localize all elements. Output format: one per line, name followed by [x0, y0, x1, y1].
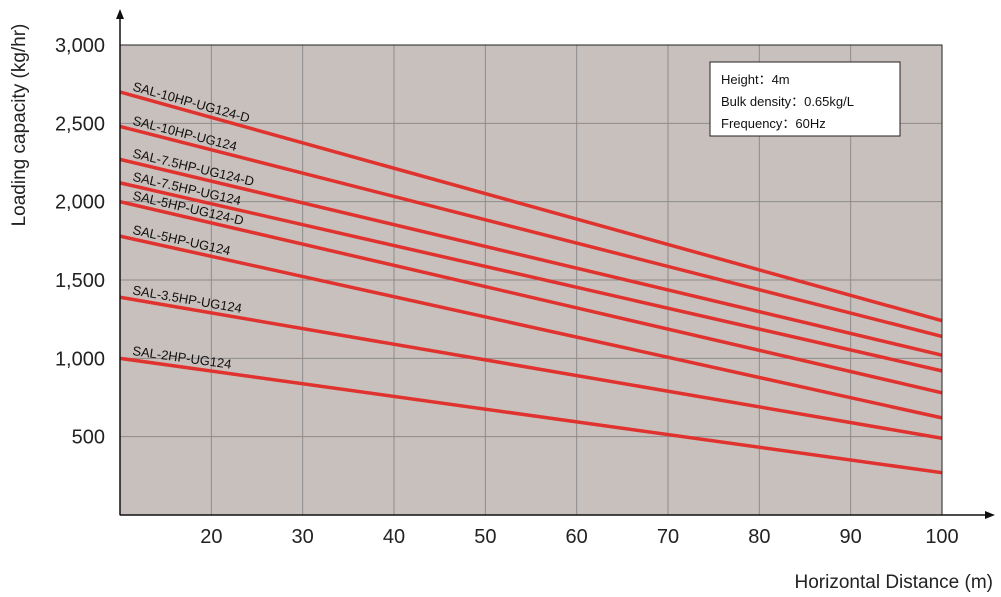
series-line	[119, 295, 943, 440]
x-tick-label: 30	[292, 526, 314, 548]
series-line	[119, 234, 943, 420]
annotation-height: Height：4m	[721, 72, 790, 87]
y-tick-labels: 500 1,000 1,500 2,000 2,500 3,000	[55, 35, 105, 449]
series-line	[119, 356, 943, 475]
y-tick-label: 500	[72, 427, 105, 449]
x-tick-label: 20	[200, 526, 222, 548]
series-lines	[119, 90, 943, 475]
x-tick-labels: 20 30 40 50 60 70 80 90 100	[200, 526, 958, 548]
y-axis-title: Loading capacity (kg/hr)	[9, 24, 30, 227]
x-axis-title: Horizontal Distance (m)	[795, 572, 994, 593]
annotation-frequency: Frequency：60Hz	[721, 116, 826, 131]
x-tick-label: 80	[748, 526, 770, 548]
annotation-bulk-density: Bulk density：0.65kg/L	[721, 94, 854, 109]
series-line	[119, 181, 943, 373]
y-tick-label: 2,000	[55, 192, 105, 214]
x-tick-label: 100	[925, 526, 958, 548]
y-tick-label: 2,500	[55, 113, 105, 135]
series-line	[119, 199, 943, 395]
series-line	[119, 124, 943, 339]
y-tick-label: 1,000	[55, 348, 105, 370]
y-tick-label: 3,000	[55, 35, 105, 57]
series-line	[119, 157, 943, 357]
y-tick-label: 1,500	[55, 270, 105, 292]
series-line	[119, 90, 943, 323]
annotation-box: Height：4m Bulk density：0.65kg/L Frequenc…	[709, 61, 901, 137]
x-tick-label: 50	[474, 526, 496, 548]
x-tick-label: 40	[383, 526, 405, 548]
x-tick-label: 90	[840, 526, 862, 548]
x-tick-label: 60	[566, 526, 588, 548]
x-tick-label: 70	[657, 526, 679, 548]
